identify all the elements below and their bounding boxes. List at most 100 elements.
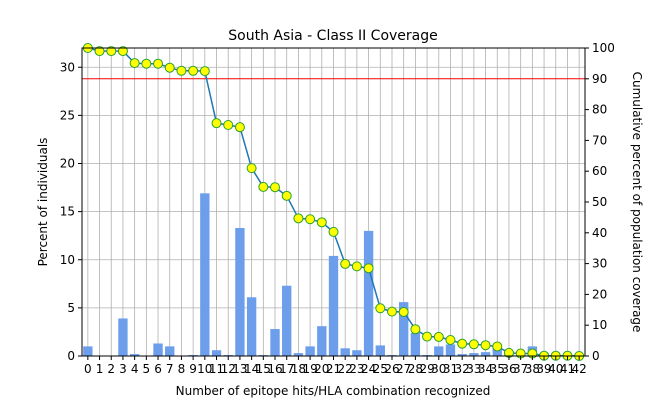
y2-tick-label: 60 xyxy=(592,164,607,178)
y2-tick-label: 70 xyxy=(592,133,607,147)
bar xyxy=(153,343,163,356)
bar xyxy=(457,354,467,356)
x-tick-label: 35 xyxy=(490,362,505,376)
cumulative-point xyxy=(445,334,456,345)
y2-tick-label: 30 xyxy=(592,257,607,271)
bar xyxy=(410,332,421,356)
x-tick-label: 36 xyxy=(501,362,516,376)
x-tick-label: 33 xyxy=(466,362,481,376)
cumulative-point xyxy=(363,263,374,274)
cumulative-point xyxy=(164,62,175,73)
x-tick-label: 38 xyxy=(525,362,540,376)
cumulative-point xyxy=(153,58,164,69)
x-tick-label: 2 xyxy=(107,362,115,376)
x-tick-label: 19 xyxy=(302,362,317,376)
bar xyxy=(363,230,374,356)
x-tick-label: 23 xyxy=(349,362,364,376)
x-tick-label: 20 xyxy=(314,362,329,376)
cumulative-point xyxy=(211,118,222,129)
y2-tick-label: 10 xyxy=(592,318,607,332)
cumulative-point xyxy=(199,66,210,77)
bar xyxy=(83,346,93,356)
y2-tick-label: 50 xyxy=(592,195,607,209)
cumulative-point xyxy=(293,213,304,224)
bar xyxy=(375,345,385,356)
x-tick-label: 22 xyxy=(338,362,353,376)
y2-tick-label: 20 xyxy=(592,287,607,301)
bar xyxy=(200,193,210,356)
cumulative-point xyxy=(316,217,327,228)
y-tick-label: 0 xyxy=(67,349,75,363)
cumulative-point xyxy=(129,58,140,69)
y-tick-label: 25 xyxy=(60,108,75,122)
cumulative-point xyxy=(106,46,117,57)
cumulative-point xyxy=(422,331,433,342)
cumulative-point xyxy=(246,163,257,174)
cumulative-point xyxy=(270,182,281,193)
x-tick-label: 29 xyxy=(419,362,434,376)
x-tick-label: 26 xyxy=(384,362,399,376)
bar xyxy=(492,347,502,356)
cumulative-point xyxy=(340,258,351,269)
bar xyxy=(480,352,491,356)
y2-tick-label: 40 xyxy=(592,226,607,240)
cumulative-point xyxy=(234,122,245,133)
x-tick-label: 32 xyxy=(455,362,470,376)
bar xyxy=(340,348,350,356)
x-tick-label: 27 xyxy=(396,362,411,376)
cumulative-point xyxy=(468,339,479,350)
x-axis-label: Number of epitope hits/HLA combination r… xyxy=(176,384,491,398)
x-tick-label: 25 xyxy=(373,362,388,376)
x-tick-label: 9 xyxy=(189,362,197,376)
x-tick-label: 41 xyxy=(560,362,575,376)
cumulative-point xyxy=(258,181,269,192)
y-tick-label: 10 xyxy=(60,253,75,267)
cumulative-point xyxy=(223,120,234,130)
bar xyxy=(352,350,362,356)
x-tick-label: 16 xyxy=(267,362,282,376)
cumulative-point xyxy=(328,226,339,237)
x-tick-label: 13 xyxy=(232,362,247,376)
x-tick-label: 10 xyxy=(197,362,212,376)
x-tick-label: 40 xyxy=(548,362,563,376)
bar xyxy=(434,346,444,356)
cumulative-point xyxy=(117,46,128,57)
x-tick-label: 18 xyxy=(291,362,306,376)
bar xyxy=(317,326,327,356)
bar xyxy=(469,353,479,356)
cumulative-point xyxy=(351,261,362,272)
cumulative-point xyxy=(492,341,503,352)
cumulative-point xyxy=(433,331,444,342)
bar xyxy=(305,346,315,356)
y-tick-label: 30 xyxy=(60,60,75,74)
y-tick-label: 15 xyxy=(60,205,75,219)
y2-tick-label: 100 xyxy=(592,41,615,55)
x-tick-label: 8 xyxy=(178,362,186,376)
x-tick-label: 11 xyxy=(209,362,224,376)
x-tick-label: 0 xyxy=(84,362,92,376)
x-tick-label: 3 xyxy=(119,362,127,376)
cumulative-point xyxy=(480,340,491,351)
cumulative-point xyxy=(410,324,421,335)
bar xyxy=(328,255,339,356)
cumulative-point xyxy=(305,214,316,225)
x-tick-label: 14 xyxy=(244,362,259,376)
cumulative-point xyxy=(281,190,292,201)
cumulative-point xyxy=(386,306,397,317)
x-tick-label: 39 xyxy=(536,362,551,376)
bar xyxy=(118,318,128,356)
bar xyxy=(270,329,280,356)
x-tick-label: 42 xyxy=(572,362,587,376)
x-tick-label: 7 xyxy=(166,362,174,376)
y-axis-label: Percent of individuals xyxy=(36,138,50,267)
bar xyxy=(246,297,257,356)
bar xyxy=(399,302,409,356)
x-tick-label: 28 xyxy=(408,362,423,376)
cumulative-point xyxy=(375,303,386,314)
y2-axis-label: Cumulative percent of population coverag… xyxy=(630,72,644,333)
x-tick-label: 17 xyxy=(279,362,294,376)
x-tick-label: 24 xyxy=(361,362,376,376)
cumulative-point xyxy=(94,46,105,57)
